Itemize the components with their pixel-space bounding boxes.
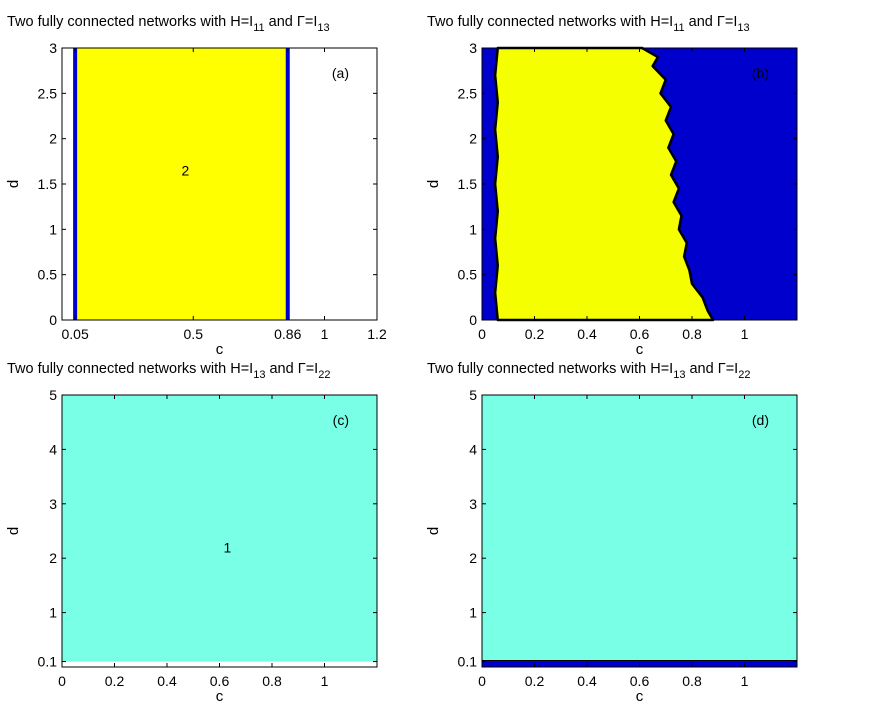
x-tick-label: 0.4	[157, 673, 177, 689]
y-tick-label: 0.1	[458, 654, 478, 670]
x-tick-label: 1	[321, 326, 329, 342]
x-axis-label: c	[636, 688, 644, 705]
y-tick-label: 0.1	[38, 654, 58, 670]
x-tick-label: 0.2	[525, 673, 545, 689]
chart-panel-4: 0 0.2 0.4 0.6 0.8 1 0.1 1 2 3 4 5 c d (d) Two fully con…	[425, 361, 798, 705]
y-axis-label: d	[425, 180, 442, 188]
x-tick-label: 0.86	[274, 326, 301, 342]
region-1	[482, 395, 797, 662]
y-tick-label: 5	[469, 387, 477, 403]
x-tick-label: 0.6	[630, 673, 650, 689]
y-tick-label: 3	[49, 496, 57, 512]
x-tick-label: 1	[321, 673, 329, 689]
y-tick-label: 4	[49, 441, 57, 457]
y-tick-label: 2	[469, 550, 477, 566]
x-tick-label: 1	[741, 673, 749, 689]
x-tick-label: 0	[478, 673, 486, 689]
y-tick-label: 5	[49, 387, 57, 403]
y-tick-label: 1.5	[458, 176, 478, 192]
x-tick-label: 0.8	[682, 326, 702, 342]
y-axis-label: d	[425, 527, 442, 535]
y-tick-label: 1	[49, 221, 57, 237]
y-tick-label: 1	[469, 605, 477, 621]
x-tick-label: 1.2	[367, 326, 387, 342]
y-tick-label: 2	[469, 131, 477, 147]
y-tick-label: 4	[469, 441, 477, 457]
y-tick-label: 1.5	[38, 176, 58, 192]
x-tick-label: 0.8	[682, 673, 702, 689]
chart-title: Two fully connected networks with H=I11 …	[427, 14, 750, 34]
panel-label: (d)	[752, 412, 769, 428]
x-axis-label: c	[216, 688, 224, 705]
x-tick-label: 0.6	[630, 326, 650, 342]
chart-title: Two fully connected networks with H=I13 …	[427, 361, 750, 381]
chart-panel-1: 2 0.05 0.5 0.86 1 1.2 0 0.5 1 1.5 2 2.5 3 c d (a) Two fu…	[5, 14, 387, 358]
panel-label: (c)	[333, 412, 349, 428]
y-tick-label: 0	[49, 312, 57, 328]
x-axis-label: c	[636, 341, 644, 358]
panel-label: (b)	[752, 65, 769, 81]
y-tick-label: 1	[49, 605, 57, 621]
y-tick-label: 3	[469, 40, 477, 56]
chart-title: Two fully connected networks with H=I11 …	[7, 14, 330, 34]
x-tick-label: 0.4	[577, 326, 597, 342]
y-tick-label: 3	[469, 496, 477, 512]
region-yellow	[493, 46, 715, 322]
y-tick-label: 2	[49, 550, 57, 566]
x-tick-label: 0	[478, 326, 486, 342]
x-tick-label: 0.2	[525, 326, 545, 342]
y-tick-label: 2.5	[38, 85, 58, 101]
x-tick-label: 0.8	[262, 673, 282, 689]
y-tick-label: 2	[49, 131, 57, 147]
x-tick-label: 0.2	[105, 673, 125, 689]
x-tick-label: 0	[58, 673, 66, 689]
x-tick-label: 0.5	[184, 326, 204, 342]
region-label: 1	[223, 539, 231, 555]
y-tick-label: 0	[469, 312, 477, 328]
chart-title: Two fully connected networks with H=I13 …	[7, 361, 330, 381]
region-1	[75, 48, 288, 320]
x-tick-label: 0.4	[577, 673, 597, 689]
y-tick-label: 2.5	[458, 85, 478, 101]
x-tick-label: 0.6	[210, 673, 230, 689]
y-tick-label: 0.5	[458, 267, 478, 283]
y-tick-label: 0.5	[38, 267, 58, 283]
panel-label: (a)	[332, 65, 349, 81]
y-tick-label: 3	[49, 40, 57, 56]
y-axis-label: d	[5, 180, 22, 188]
chart-panel-2: 0 0.2 0.4 0.6 0.8 1 0 0.5 1 1.5 2 2.5 3 c d (b) Two full…	[425, 14, 798, 358]
y-tick-label: 1	[469, 221, 477, 237]
x-tick-label: 1	[741, 326, 749, 342]
y-axis-label: d	[5, 527, 22, 535]
x-tick-label: 0.05	[62, 326, 89, 342]
chart-panel-3: 1 0 0.2 0.4 0.6 0.8 1 0.1 1 2 3 4 5 c d (c) Two fully co…	[5, 361, 378, 705]
region-label: 2	[181, 162, 189, 178]
x-axis-label: c	[216, 341, 224, 358]
region-1	[62, 395, 377, 662]
